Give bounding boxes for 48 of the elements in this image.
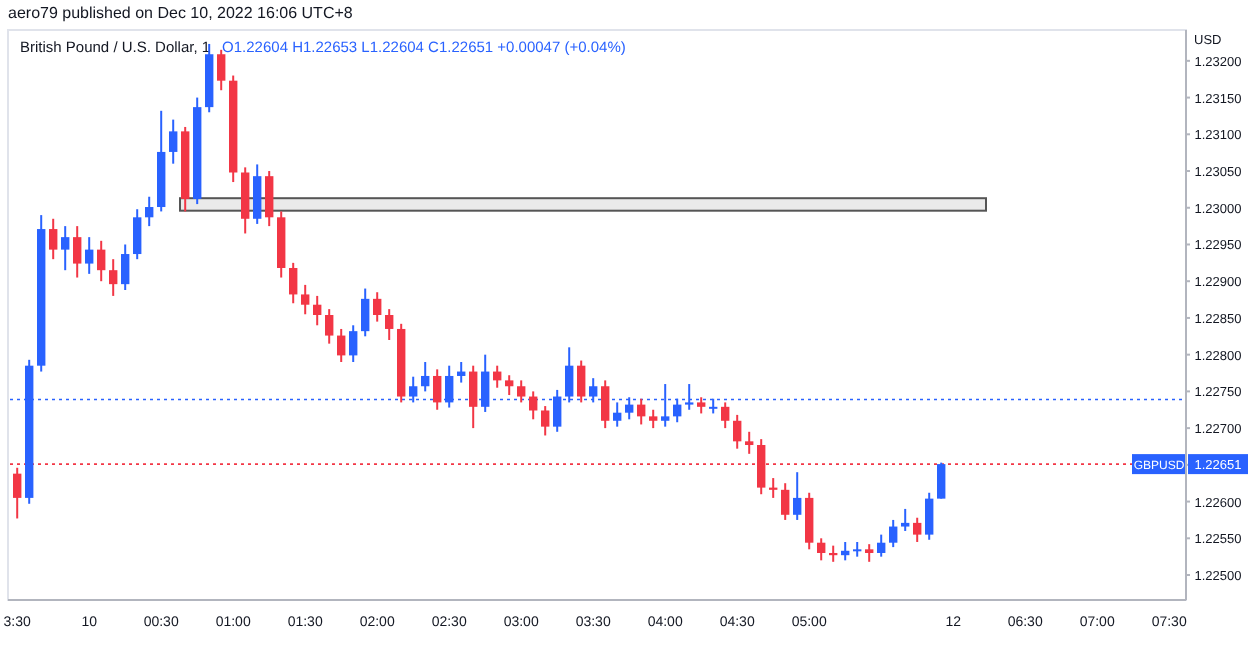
candlestick (601, 379, 610, 430)
candlestick (433, 368, 442, 411)
candlestick (289, 261, 298, 305)
candlestick (337, 327, 346, 364)
candlestick (361, 287, 370, 338)
candlestick (877, 533, 886, 558)
candlestick (85, 236, 94, 275)
candlestick (49, 217, 58, 261)
candlestick (133, 208, 142, 261)
candlestick (721, 401, 730, 430)
candlestick (817, 537, 826, 562)
candlestick (925, 491, 934, 541)
candlestick (541, 405, 550, 437)
candlestick (97, 239, 106, 283)
candlestick (217, 48, 226, 92)
candlestick (385, 308, 394, 341)
candlestick (781, 482, 790, 521)
candlestick (505, 374, 514, 397)
candlestick (889, 518, 898, 549)
candlestick (73, 225, 82, 279)
candlestick (121, 243, 130, 292)
candlestick (145, 195, 154, 228)
candlestick (241, 166, 250, 235)
candlestick (745, 430, 754, 455)
candlestick (901, 507, 910, 532)
candlestick (265, 170, 274, 228)
candlestick (325, 308, 334, 345)
candlestick (61, 225, 70, 272)
candlestick (805, 491, 814, 551)
candlestick (349, 324, 358, 364)
candlestick (733, 413, 742, 450)
text: aero79 published on Dec 10, 2022 16:06 UTC+8 (8, 4, 354, 22)
candlestick (577, 359, 586, 404)
candlestick (109, 258, 118, 297)
candlestick (853, 540, 862, 558)
candlestick (793, 471, 802, 521)
candlestick (313, 294, 322, 327)
candlestick (649, 408, 658, 430)
candlestick (253, 163, 262, 225)
candlestick (169, 118, 178, 165)
candlestick (937, 461, 946, 500)
candlestick (469, 364, 478, 430)
candlestick (517, 379, 526, 404)
candlestick (421, 361, 430, 393)
candlestick (373, 291, 382, 323)
candlestick (301, 283, 310, 316)
candlestick (613, 401, 622, 428)
candlestick (913, 516, 922, 543)
